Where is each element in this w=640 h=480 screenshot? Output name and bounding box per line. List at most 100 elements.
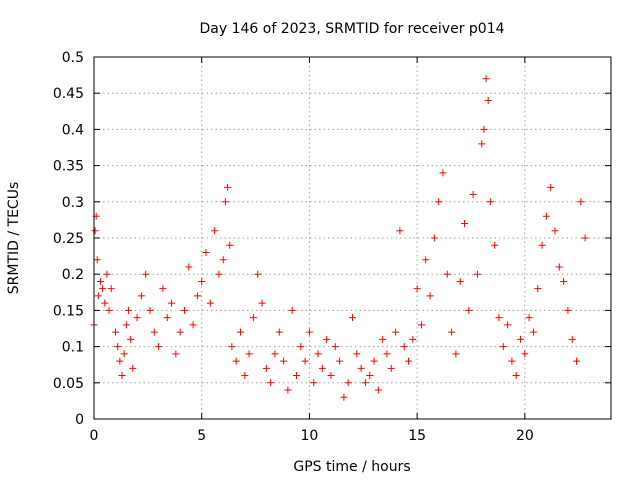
data-point <box>336 357 344 365</box>
data-point <box>426 292 434 300</box>
data-point <box>435 198 443 206</box>
x-tick-label: 15 <box>408 428 426 444</box>
data-point <box>221 198 229 206</box>
data-point <box>452 350 460 358</box>
data-point <box>241 372 249 380</box>
data-point <box>258 299 266 307</box>
data-point <box>517 335 525 343</box>
data-point <box>305 328 313 336</box>
y-tick-label: 0.3 <box>62 195 84 211</box>
data-point <box>271 350 279 358</box>
data-point <box>478 140 486 148</box>
tick-layer: 0 0.05 0.1 0.15 0.2 0.25 0.3 0.35 0.4 0.45 0.5 0 5 10… <box>53 50 611 444</box>
data-point <box>133 314 141 322</box>
data-point <box>262 364 270 372</box>
data-point <box>400 343 408 351</box>
data-point <box>219 256 227 264</box>
data-point <box>127 335 135 343</box>
data-point <box>353 350 361 358</box>
data-point <box>226 241 234 249</box>
data-point <box>314 350 322 358</box>
data-point <box>512 372 520 380</box>
data-point <box>301 357 309 365</box>
data-point <box>297 343 305 351</box>
data-point <box>486 198 494 206</box>
data-point <box>206 299 214 307</box>
data-point <box>189 321 197 329</box>
data-point <box>215 270 223 278</box>
y-tick-label: 0.45 <box>53 86 84 102</box>
data-point <box>387 364 395 372</box>
data-point <box>129 364 137 372</box>
data-point <box>99 285 107 293</box>
data-point <box>120 350 128 358</box>
data-point <box>185 263 193 271</box>
data-point <box>323 335 331 343</box>
x-tick-label: 20 <box>516 428 534 444</box>
data-point <box>521 350 529 358</box>
data-point <box>118 372 126 380</box>
x-tick-label: 5 <box>197 428 206 444</box>
data-point <box>163 314 171 322</box>
data-point <box>344 379 352 387</box>
grid-layer <box>94 57 611 419</box>
data-point <box>374 386 382 394</box>
y-tick-label: 0.15 <box>53 303 84 319</box>
data-point <box>491 241 499 249</box>
data-point <box>508 357 516 365</box>
data-point <box>254 270 262 278</box>
data-point <box>146 306 154 314</box>
x-tick-label: 10 <box>301 428 319 444</box>
data-point <box>405 357 413 365</box>
y-tick-label: 0.25 <box>53 231 84 247</box>
data-point <box>327 372 335 380</box>
data-point <box>542 212 550 220</box>
data-point <box>101 299 109 307</box>
data-point <box>112 328 120 336</box>
data-point <box>461 220 469 228</box>
data-point <box>495 314 503 322</box>
data-point <box>172 350 180 358</box>
data-point <box>480 125 488 133</box>
data-point <box>534 285 542 293</box>
data-point <box>168 299 176 307</box>
data-point <box>284 386 292 394</box>
data-point <box>560 277 568 285</box>
data-point <box>538 241 546 249</box>
data-point <box>228 343 236 351</box>
data-point <box>456 277 464 285</box>
data-point <box>224 183 232 191</box>
data-point <box>159 285 167 293</box>
data-point <box>232 357 240 365</box>
x-tick-label: 0 <box>90 428 99 444</box>
data-point <box>422 256 430 264</box>
data-point <box>176 328 184 336</box>
data-point <box>577 198 585 206</box>
data-point <box>114 343 122 351</box>
data-point <box>275 328 283 336</box>
x-axis-label: GPS time / hours <box>293 459 410 475</box>
data-point <box>392 328 400 336</box>
data-point <box>142 270 150 278</box>
data-point <box>366 372 374 380</box>
data-point <box>236 328 244 336</box>
data-point <box>245 350 253 358</box>
data-point <box>430 234 438 242</box>
data-point <box>122 321 130 329</box>
data-point <box>267 379 275 387</box>
data-point <box>469 191 477 199</box>
data-point <box>547 183 555 191</box>
data-point <box>93 256 101 264</box>
data-point <box>193 292 201 300</box>
data-point <box>379 335 387 343</box>
data-points <box>90 75 589 401</box>
data-point <box>155 343 163 351</box>
y-tick-label: 0.05 <box>53 376 84 392</box>
data-point <box>137 292 145 300</box>
data-point <box>105 306 113 314</box>
data-point <box>482 75 490 83</box>
data-point <box>116 357 124 365</box>
data-point <box>103 270 111 278</box>
data-point <box>349 314 356 322</box>
